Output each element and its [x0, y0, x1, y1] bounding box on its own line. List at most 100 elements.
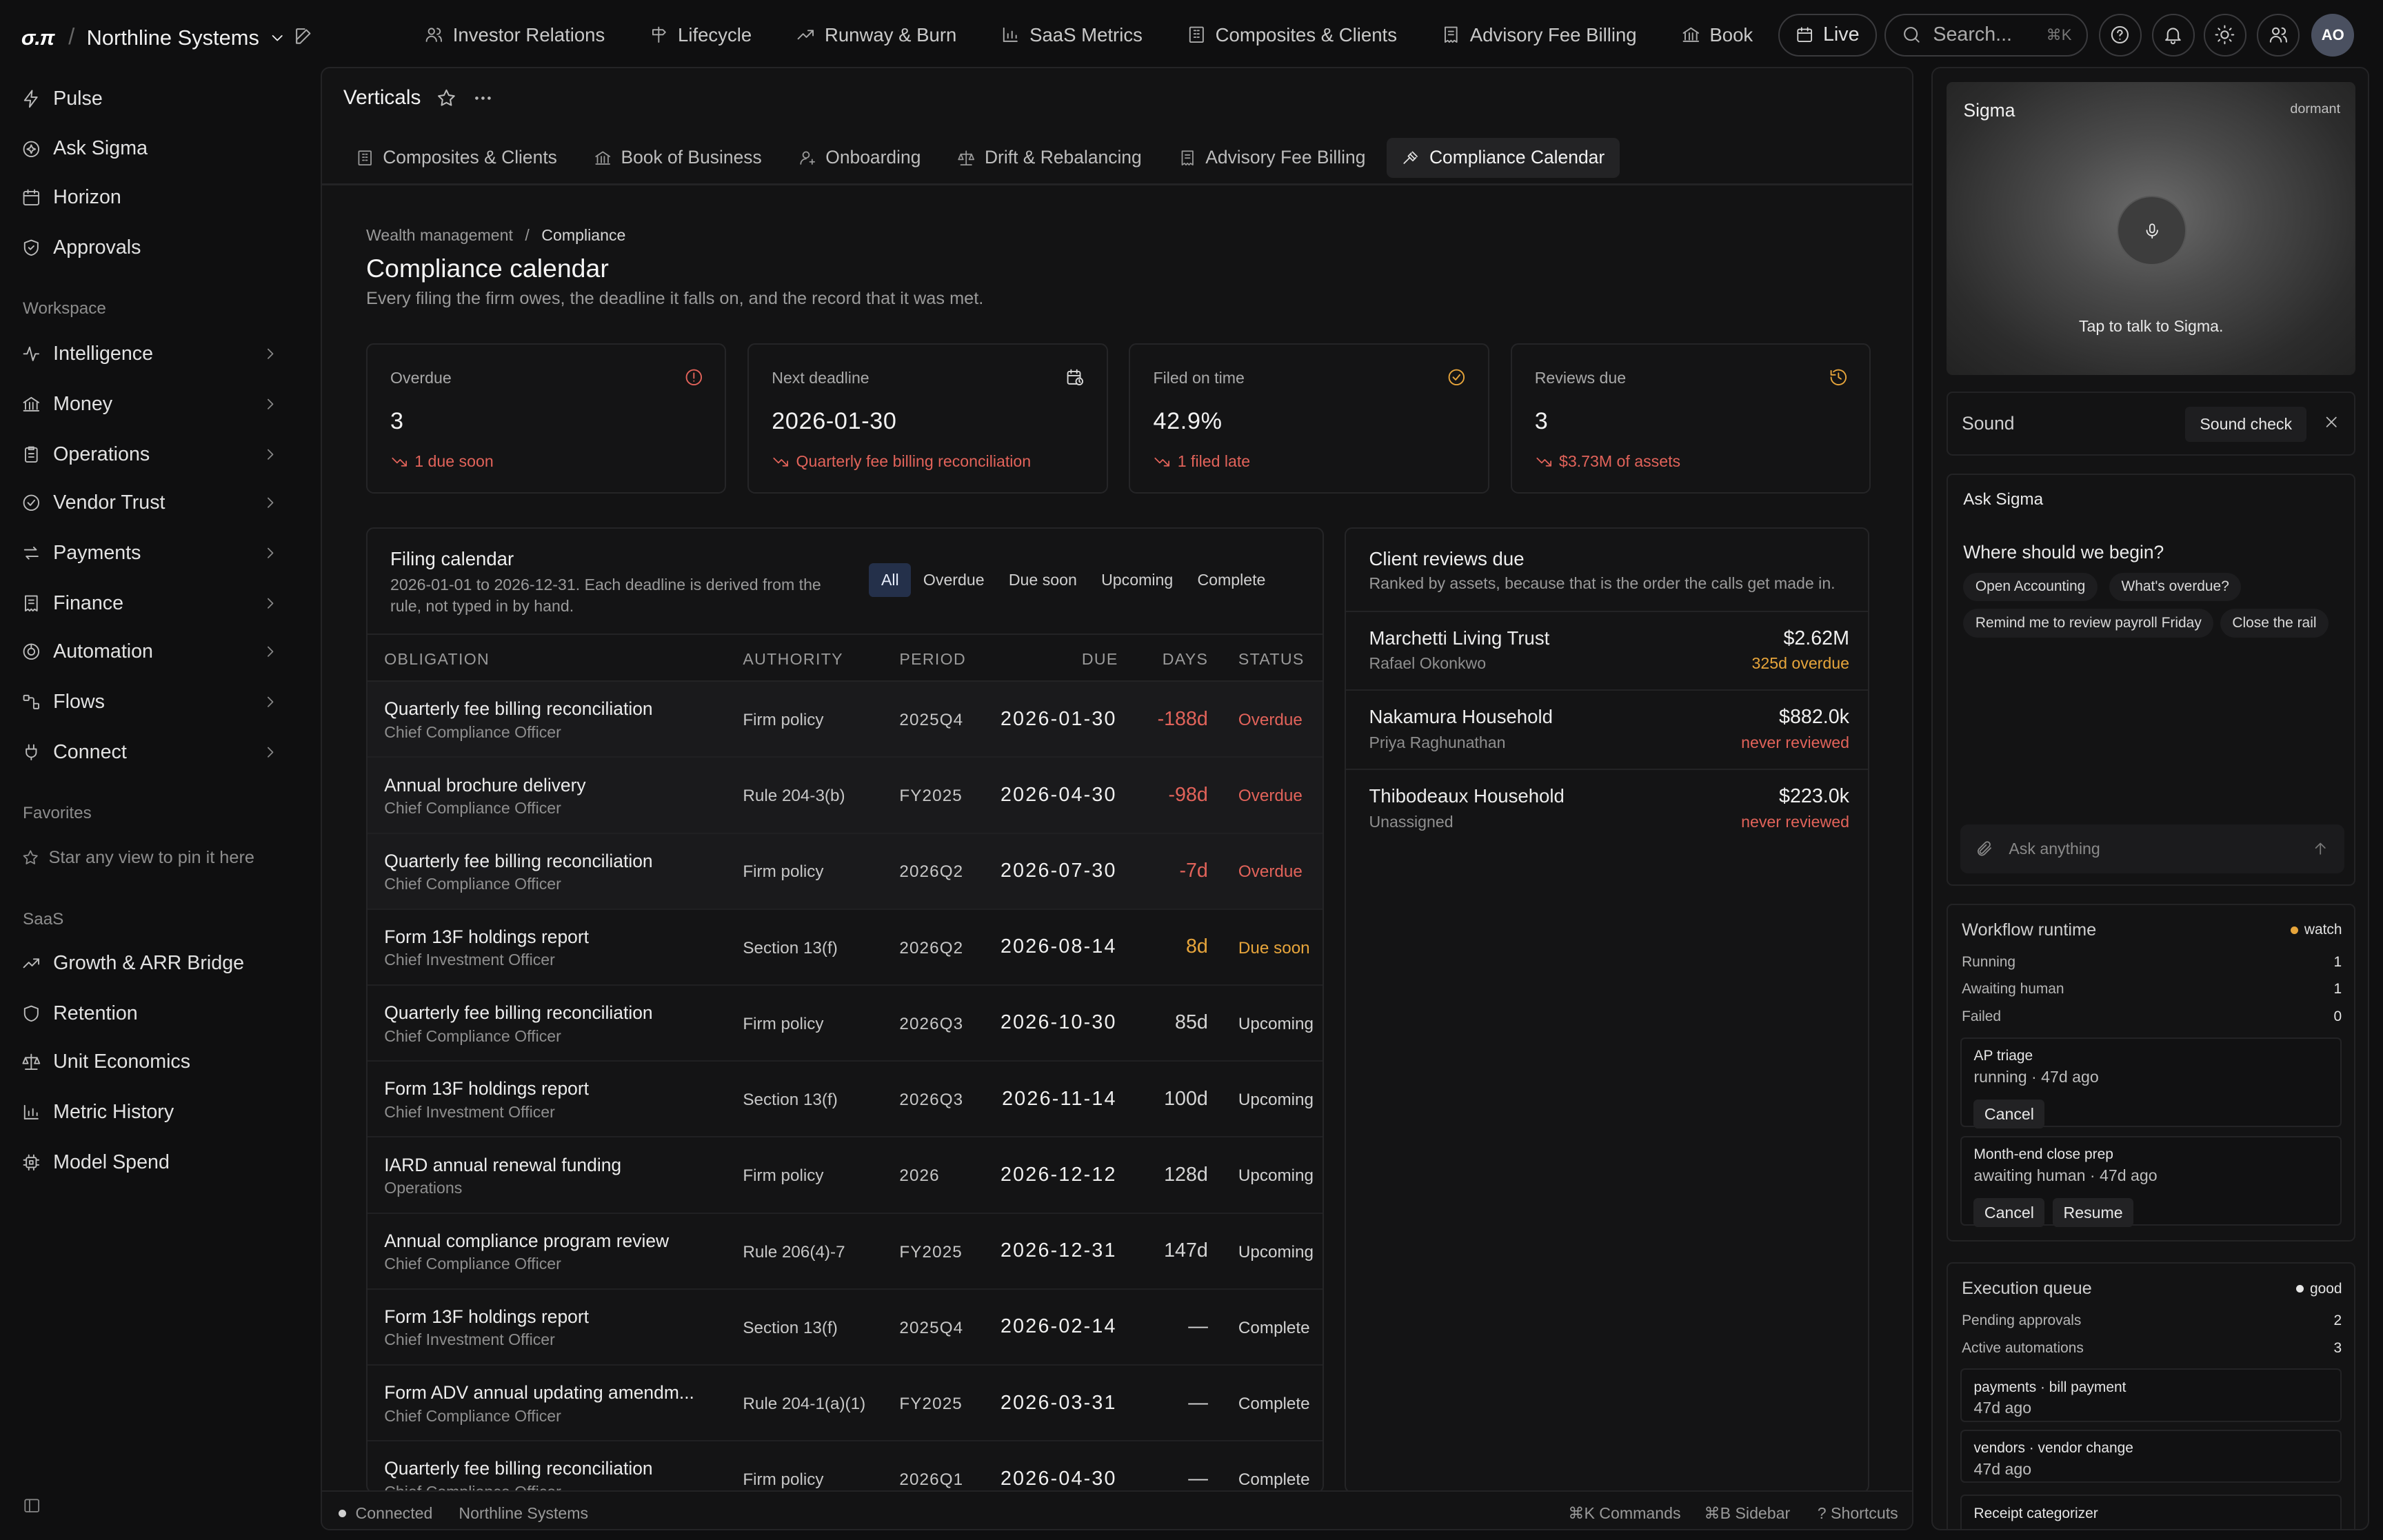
status-badge: watch — [2291, 922, 2342, 938]
topnav-runway-burn[interactable]: Runway & Burn — [779, 15, 974, 54]
sound-check-button[interactable]: Sound check — [2185, 407, 2307, 442]
avatar[interactable]: AO — [2311, 13, 2355, 57]
list-item[interactable]: Marchetti Living Trust Rafael Okonkwo $2.6… — [1346, 610, 1868, 690]
queue-item[interactable]: Receipt categorizer — [1960, 1495, 2342, 1529]
suggestion-chip[interactable]: Open Accounting — [1963, 572, 2098, 602]
filter-complete[interactable]: Complete — [1197, 571, 1266, 589]
star-icon[interactable] — [436, 88, 457, 109]
table-row[interactable]: Form 13F holdings report Chief Investment… — [367, 1290, 1323, 1366]
close-icon[interactable] — [2322, 413, 2340, 431]
tab-onboarding[interactable]: Onboarding — [783, 138, 936, 177]
sidebar-item-finance[interactable]: Finance — [21, 588, 280, 618]
col-authority[interactable]: AUTHORITY — [743, 649, 843, 668]
sidebar-item-automation[interactable]: Automation — [21, 637, 280, 667]
col-due[interactable]: DUE — [1081, 649, 1118, 668]
cancel-button[interactable]: Cancel — [1973, 1100, 2045, 1128]
chevron-right-icon — [268, 647, 274, 658]
col-status[interactable]: STATUS — [1238, 649, 1305, 668]
sidebar-item-ask-sigma[interactable]: Ask Sigma — [21, 134, 280, 164]
sidebar-item-intelligence[interactable]: Intelligence — [21, 339, 280, 369]
ask-input[interactable]: Ask anything — [1960, 824, 2345, 873]
table-row[interactable]: IARD annual renewal funding Operations Fir… — [367, 1137, 1323, 1214]
sidebar-item-pulse[interactable]: Pulse — [21, 83, 280, 114]
table-row[interactable]: Quarterly fee billing reconciliation Chie… — [368, 1441, 1323, 1492]
send-icon[interactable] — [2311, 840, 2329, 858]
table-row[interactable]: Annual compliance program review Chief Co… — [367, 1214, 1323, 1290]
paperclip-icon[interactable] — [1975, 840, 1993, 858]
compose-icon[interactable] — [293, 26, 314, 47]
sidebar-item-approvals[interactable]: Approvals — [21, 232, 280, 263]
tab-composites-clients[interactable]: Composites & Clients — [341, 138, 572, 177]
table-row[interactable]: Quarterly fee billing reconciliation Chie… — [367, 986, 1323, 1062]
bank-icon — [595, 151, 610, 165]
sidebar-item-retention[interactable]: Retention — [21, 998, 280, 1029]
execution-queue-title: Execution queue — [1962, 1279, 2092, 1299]
table-row[interactable]: Quarterly fee billing reconciliation Chie… — [367, 833, 1323, 910]
sidebar-item-growth-arr-bridge[interactable]: Growth & ARR Bridge — [21, 948, 280, 978]
filter-upcoming[interactable]: Upcoming — [1101, 571, 1174, 589]
bars-icon — [1003, 28, 1018, 43]
live-button[interactable]: Live — [1778, 13, 1878, 57]
topnav-lifecycle[interactable]: Lifecycle — [632, 15, 769, 54]
breadcrumb-parent[interactable]: Wealth management — [365, 226, 513, 245]
sidebar-item-unit-economics[interactable]: Unit Economics — [21, 1047, 280, 1077]
sidebar-item-vendor-trust[interactable]: Vendor Trust — [21, 488, 280, 518]
filter-overdue[interactable]: Overdue — [923, 571, 985, 589]
sidebar-item-horizon[interactable]: Horizon — [21, 182, 280, 212]
tab-drift-rebalancing[interactable]: Drift & Rebalancing — [942, 138, 1156, 177]
col-period[interactable]: PERIOD — [899, 649, 966, 668]
sidebar-item-connect[interactable]: Connect — [21, 737, 280, 767]
notifications-button[interactable] — [2152, 13, 2195, 57]
shortcut-commands[interactable]: ⌘K Commands — [1568, 1503, 1681, 1522]
help-button[interactable] — [2098, 13, 2142, 57]
suggestion-chip[interactable]: Close the rail — [2220, 609, 2329, 638]
topnav-saas-metrics[interactable]: SaaS Metrics — [984, 15, 1159, 54]
table-row[interactable]: Form 13F holdings report Chief Investment… — [367, 910, 1323, 986]
obligation-due-date: 2026-11-14 — [1002, 1087, 1117, 1110]
suggestion-chip[interactable]: What's overdue? — [2109, 572, 2242, 602]
team-button[interactable] — [2257, 13, 2300, 57]
app-logo[interactable]: σ.π — [21, 26, 55, 50]
topnav-investor-relations[interactable]: Investor Relations — [408, 15, 622, 54]
queue-item[interactable]: vendors · vendor change 47d ago — [1960, 1429, 2342, 1483]
sidebar-item-flows[interactable]: Flows — [21, 687, 280, 717]
sidebar-item-metric-history[interactable]: Metric History — [21, 1097, 280, 1127]
sidebar-item-model-spend[interactable]: Model Spend — [21, 1147, 280, 1177]
voice-state: dormant — [2290, 101, 2341, 117]
table-row[interactable]: Form ADV annual updating amendm... Chief … — [367, 1366, 1323, 1442]
sidebar-item-operations[interactable]: Operations — [21, 439, 280, 469]
global-search[interactable]: Search... ⌘K — [1884, 13, 2089, 57]
tab-compliance-calendar[interactable]: Compliance Calendar — [1387, 138, 1620, 178]
obligation-status: Complete — [1238, 1394, 1310, 1413]
list-item[interactable]: Nakamura Household Priya Raghunathan $882.… — [1346, 689, 1868, 769]
suggestion-chip[interactable]: Remind me to review payroll Friday — [1963, 609, 2214, 638]
sidebar-toggle-icon[interactable] — [23, 1497, 41, 1514]
sidebar-item-money[interactable]: Money — [21, 389, 280, 419]
resume-button[interactable]: Resume — [2053, 1198, 2134, 1228]
table-row[interactable]: Form 13F holdings report Chief Investment… — [367, 1062, 1323, 1138]
table-row[interactable]: Quarterly fee billing reconciliation Chie… — [367, 682, 1323, 758]
scale-icon — [958, 150, 975, 165]
table-row[interactable]: Annual brochure delivery Chief Compliance… — [367, 758, 1323, 834]
more-icon[interactable] — [472, 88, 494, 109]
theme-button[interactable] — [2203, 13, 2246, 57]
tab-book-of-business[interactable]: Book of Business — [579, 138, 777, 177]
filter-all[interactable]: All — [869, 563, 912, 597]
shortcut-sidebar[interactable]: ⌘B Sidebar — [1704, 1503, 1791, 1522]
workspace-switcher[interactable]: Northline Systems — [87, 26, 287, 50]
filing-calendar-title: Filing calendar — [390, 548, 514, 570]
microphone-button[interactable] — [2117, 196, 2187, 266]
sidebar-item-payments[interactable]: Payments — [21, 538, 280, 568]
shortcut-help[interactable]: ? Shortcuts — [1817, 1503, 1898, 1522]
list-item[interactable]: Thibodeaux Household Unassigned $223.0k nev… — [1346, 768, 1868, 848]
top-bar: σ.π / Northline Systems Investor Relatio… — [0, 0, 2383, 70]
cancel-button[interactable]: Cancel — [1973, 1198, 2045, 1228]
topnav-advisory-fee-billing[interactable]: Advisory Fee Billing — [1425, 15, 1653, 54]
filter-due-soon[interactable]: Due soon — [1008, 571, 1077, 589]
tab-advisory-fee-billing[interactable]: Advisory Fee Billing — [1163, 138, 1381, 177]
col-days[interactable]: DAYS — [1162, 649, 1209, 668]
topnav-book[interactable]: Book — [1664, 15, 1769, 54]
queue-item[interactable]: payments · bill payment 47d ago — [1960, 1368, 2342, 1422]
topnav-composites-clients[interactable]: Composites & Clients — [1170, 15, 1414, 54]
col-obligation[interactable]: OBLIGATION — [384, 649, 490, 668]
